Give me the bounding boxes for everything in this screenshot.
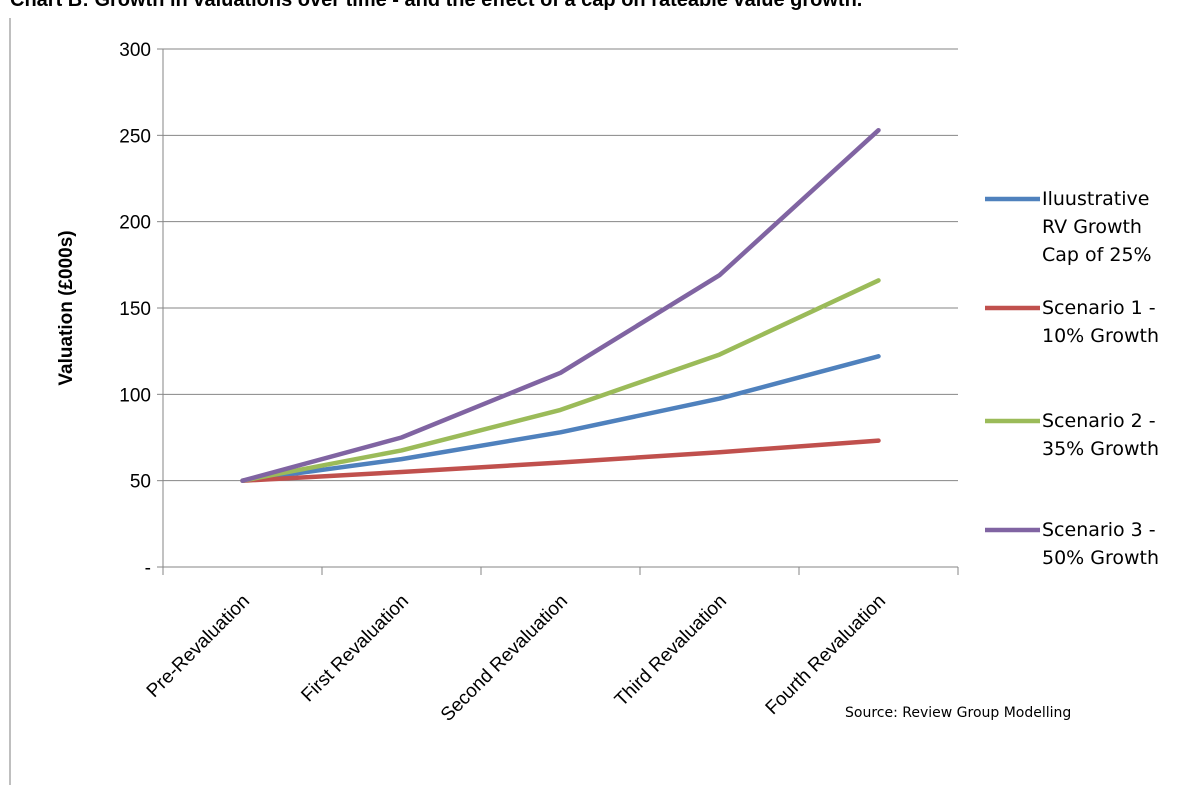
x-tick-labels: Pre-Revaluation First Revaluation Second R… — [143, 591, 890, 726]
y-tick-label: 250 — [119, 126, 151, 147]
y-axis-label: Valuation (£000s) — [56, 230, 77, 385]
legend-label: Iluustrative — [1042, 188, 1149, 210]
y-tick-label: 100 — [119, 385, 151, 406]
x-tick-label: Fourth Revaluation — [762, 591, 890, 719]
gridlines — [163, 48, 958, 482]
legend-label: RV Growth — [1042, 216, 1142, 238]
y-tick-label: 150 — [119, 299, 151, 320]
x-tick-label: Second Revaluation — [437, 591, 572, 726]
legend-label: Scenario 1 - — [1042, 297, 1156, 319]
series-line — [240, 127, 881, 483]
chart-title: Chart B: Growth in valuations over time … — [10, 0, 863, 11]
y-tick-label: - — [145, 558, 151, 579]
y-tick-label: 200 — [119, 213, 151, 234]
x-tick-label: First Revaluation — [297, 591, 413, 707]
series-lines — [240, 127, 881, 483]
legend-label: 10% Growth — [1042, 325, 1159, 347]
y-tick-label: 50 — [130, 472, 151, 493]
y-tick-labels: - 50 100 150 200 250 300 — [119, 40, 151, 579]
x-tick-label: Pre-Revaluation — [143, 591, 254, 702]
legend-label: Scenario 3 - — [1042, 519, 1156, 541]
axes — [157, 48, 959, 575]
x-tick-label: Third Revaluation — [611, 591, 731, 711]
legend-label: 35% Growth — [1042, 438, 1159, 460]
legend-label: Cap of 25% — [1042, 244, 1152, 266]
legend: Iluustrative RV Growth Cap of 25% Scenario … — [985, 188, 1159, 569]
y-tick-label: 300 — [119, 40, 151, 61]
legend-label: 50% Growth — [1042, 547, 1159, 569]
series-line — [240, 438, 881, 483]
source-note: Source: Review Group Modelling — [845, 705, 1071, 721]
legend-label: Scenario 2 - — [1042, 410, 1156, 432]
series-line — [240, 278, 881, 483]
series-line — [240, 354, 881, 483]
